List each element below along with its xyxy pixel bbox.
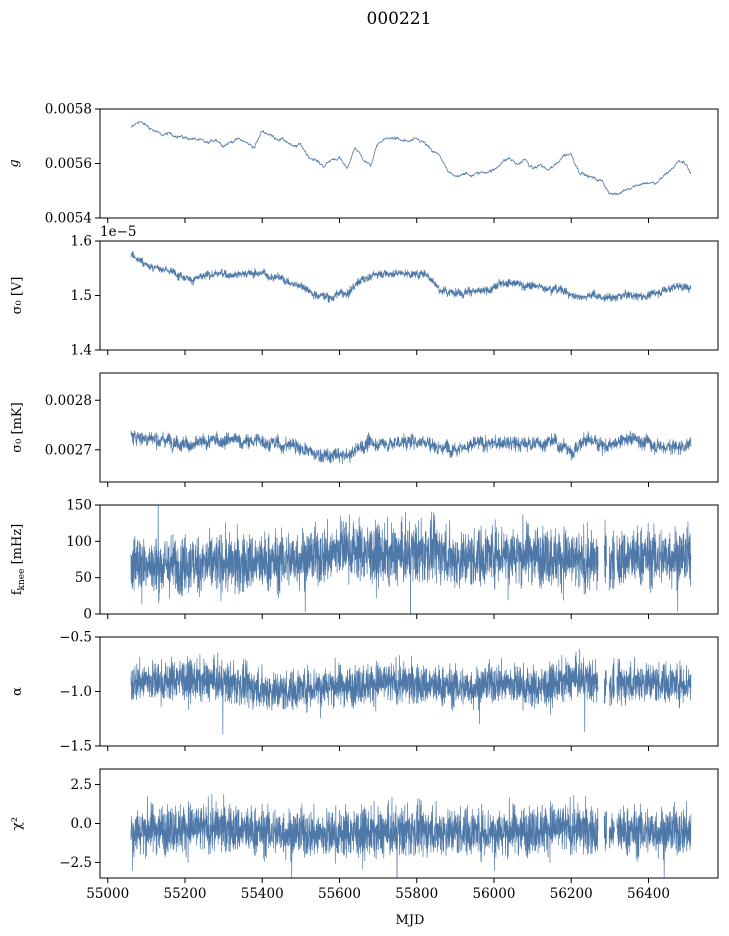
series-line-sigma0_V xyxy=(130,251,692,303)
subplot-chi2: −2.5 0.0 2.5 χ² 55000 55200 55400 55600 55800 560… xyxy=(10,768,719,902)
y-tick-label-fknee: 0 xyxy=(83,607,92,623)
x-tick-label: 55200 xyxy=(163,886,206,902)
y-tick-label-fknee: 100 xyxy=(66,534,92,550)
y-tick-label-fknee: 50 xyxy=(75,570,92,586)
x-tick-label: 56200 xyxy=(550,886,593,902)
x-tick-label: 55000 xyxy=(86,886,129,902)
y-axis-label-g: g xyxy=(7,159,22,167)
axes-frame-sigma0_mK xyxy=(99,372,719,483)
y-axis-label-sigma0_V: σ₀ [V] xyxy=(10,277,25,315)
y-axis-label-chi2: χ² xyxy=(10,817,25,830)
y-tick-label-sigma0_mK: 0.0028 xyxy=(45,393,92,409)
x-tick-label: 55800 xyxy=(395,886,438,902)
y-tick-label-fknee: 150 xyxy=(66,498,92,514)
figure-title: 000221 xyxy=(367,9,432,29)
series-line-alpha xyxy=(130,648,692,735)
y-tick-label-g: 0.0054 xyxy=(45,211,92,227)
y-offset-text-sigma0_V: 1e−5 xyxy=(100,224,136,240)
axes-frame-fknee xyxy=(99,504,719,615)
subplot-alpha: −1.5 −1.0 −0.5 α xyxy=(10,630,719,755)
y-tick-label-chi2: −2.5 xyxy=(59,855,92,871)
y-tick-label-sigma0_V: 1.4 xyxy=(71,343,92,359)
x-tick-label: 55400 xyxy=(241,886,284,902)
y-tick-label-chi2: 2.5 xyxy=(71,777,92,793)
series-line-fknee xyxy=(130,505,692,614)
y-tick-label-sigma0_mK: 0.0027 xyxy=(45,442,92,458)
y-tick-label-g: 0.0058 xyxy=(45,102,92,118)
subplot-sigma0_mK: 0.0027 0.0028 σ₀ [mK] xyxy=(10,372,719,487)
x-tick-label: 56000 xyxy=(472,886,515,902)
y-tick-label-alpha: −0.5 xyxy=(59,630,92,646)
y-tick-label-sigma0_V: 1.5 xyxy=(71,288,92,304)
series-line-chi2 xyxy=(130,793,692,878)
y-axis-label-sigma0_mK: σ₀ [mK] xyxy=(10,402,25,452)
y-tick-label-alpha: −1.0 xyxy=(59,684,92,700)
x-tick-label: 55600 xyxy=(318,886,361,902)
series-line-sigma0_mK xyxy=(130,430,692,465)
y-tick-label-sigma0_V: 1.6 xyxy=(71,234,92,250)
y-tick-label-alpha: −1.5 xyxy=(59,739,92,755)
y-tick-label-chi2: 0.0 xyxy=(71,816,92,832)
x-tick-label: 56400 xyxy=(627,886,670,902)
series-line-g xyxy=(130,121,692,196)
y-axis-label-alpha: α xyxy=(10,687,25,696)
x-axis-label: MJD xyxy=(396,913,425,928)
subplot-g: 0.0054 0.0056 0.0058 g xyxy=(7,102,719,227)
subplot-sigma0_V: 1.4 1.5 1.6 σ₀ [V] 1e−5 xyxy=(10,224,719,359)
y-tick-label-g: 0.0056 xyxy=(45,156,92,172)
